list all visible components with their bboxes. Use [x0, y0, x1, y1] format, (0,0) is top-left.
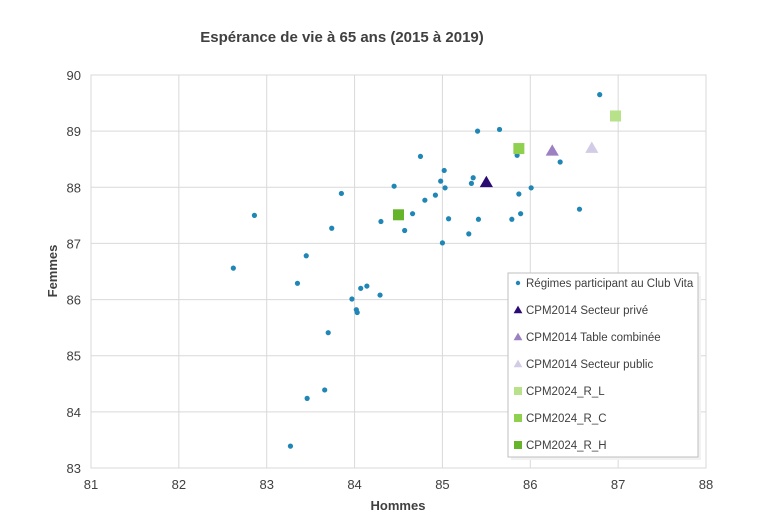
y-tick-label: 88	[67, 180, 81, 195]
series-0-point	[468, 180, 475, 186]
grid	[90, 74, 707, 469]
series-3-point	[585, 141, 599, 153]
series-0-point	[364, 283, 370, 289]
series-0-point	[325, 330, 331, 336]
series-0-point	[528, 185, 534, 191]
plot-area	[90, 74, 707, 469]
series-5-point	[513, 143, 525, 155]
series-0-point	[358, 285, 364, 291]
series-6-point	[393, 209, 404, 221]
x-tick-label: 85	[435, 477, 449, 492]
legend-marker	[514, 387, 522, 395]
series-0-point	[466, 231, 472, 237]
y-axis-title: Femmes	[45, 245, 60, 298]
series-0-point	[287, 443, 294, 449]
series-0-point	[378, 218, 384, 225]
series-0-point	[349, 296, 355, 302]
legend: Régimes participant au Club Vita CPM2014 …	[507, 272, 701, 460]
series-0-point	[438, 178, 444, 184]
series-0-point	[322, 387, 328, 393]
legend-label: CPM2014 Secteur public	[526, 359, 653, 371]
legend-marker	[513, 332, 523, 341]
chart-title: Espérance de vie à 65 ans (2015 à 2019)	[200, 29, 484, 46]
series-0-point	[470, 175, 476, 181]
series-0-point	[509, 216, 515, 222]
y-tick-label: 89	[67, 124, 81, 139]
x-tick-label: 87	[611, 477, 625, 492]
legend-marker	[513, 359, 523, 368]
series-0-point	[496, 126, 503, 133]
legend-marker	[515, 280, 521, 286]
series-0-point	[439, 240, 446, 246]
legend-box	[507, 272, 699, 458]
legend-label: CPM2014 Table combinée	[526, 332, 661, 344]
series-0-point	[441, 167, 447, 174]
y-tick-label: 86	[67, 293, 81, 308]
legend-label: CPM2024_R_L	[526, 386, 605, 398]
x-tick-label: 88	[699, 477, 713, 492]
legend-label: CPM2024_R_H	[526, 440, 607, 452]
series-0-point	[377, 292, 383, 298]
legend-marker	[513, 305, 523, 314]
series-0-point	[576, 206, 583, 212]
y-tick-label: 87	[67, 236, 81, 251]
x-tick-label: 84	[347, 477, 361, 492]
series-0-point	[338, 190, 344, 197]
y-tick-label: 84	[67, 405, 81, 420]
legend-label: CPM2024_R_C	[526, 413, 607, 425]
x-tick-label: 83	[259, 477, 273, 492]
x-axis-ticks: 81 82 83 84 85 86 87 88	[84, 477, 713, 492]
series-2-point	[545, 144, 559, 156]
legend-marker	[514, 414, 522, 422]
series-4-point	[610, 110, 622, 122]
series-0-point	[230, 265, 236, 271]
series-0-point	[402, 227, 408, 234]
series-0-point	[294, 280, 301, 286]
y-tick-label: 90	[67, 68, 81, 83]
series-1-point	[479, 175, 493, 188]
series-0-point	[391, 183, 397, 189]
series-0-point	[304, 395, 310, 401]
series-0-point	[474, 128, 481, 134]
series-0-point	[442, 185, 448, 191]
series-0-point	[597, 92, 603, 98]
legend-label: Régimes participant au Club Vita	[526, 278, 694, 290]
x-tick-label: 81	[84, 477, 98, 492]
series-0-point	[354, 309, 360, 316]
series-0-point	[518, 211, 524, 217]
series-0-point	[422, 197, 428, 203]
series-0-point	[409, 211, 416, 217]
series-0-point	[475, 216, 482, 222]
series-0-point	[417, 153, 424, 160]
legend-label: CPM2014 Secteur privé	[526, 305, 648, 317]
x-tick-label: 86	[523, 477, 537, 492]
x-axis-title: Hommes	[371, 498, 426, 513]
legend-marker	[514, 441, 522, 449]
series-0-point	[516, 191, 522, 197]
series-0-point	[251, 212, 258, 218]
series-0-point	[303, 253, 309, 259]
x-tick-label: 82	[172, 477, 186, 492]
y-axis-ticks: 83 84 85 86 87 88 89 90	[67, 68, 81, 476]
y-tick-label: 85	[67, 349, 81, 364]
series-0-point	[432, 192, 438, 198]
data-points	[230, 92, 622, 449]
series-0-point	[329, 225, 335, 231]
series-0-point	[557, 159, 563, 165]
y-tick-label: 83	[67, 461, 81, 476]
series-0-point	[445, 216, 452, 222]
